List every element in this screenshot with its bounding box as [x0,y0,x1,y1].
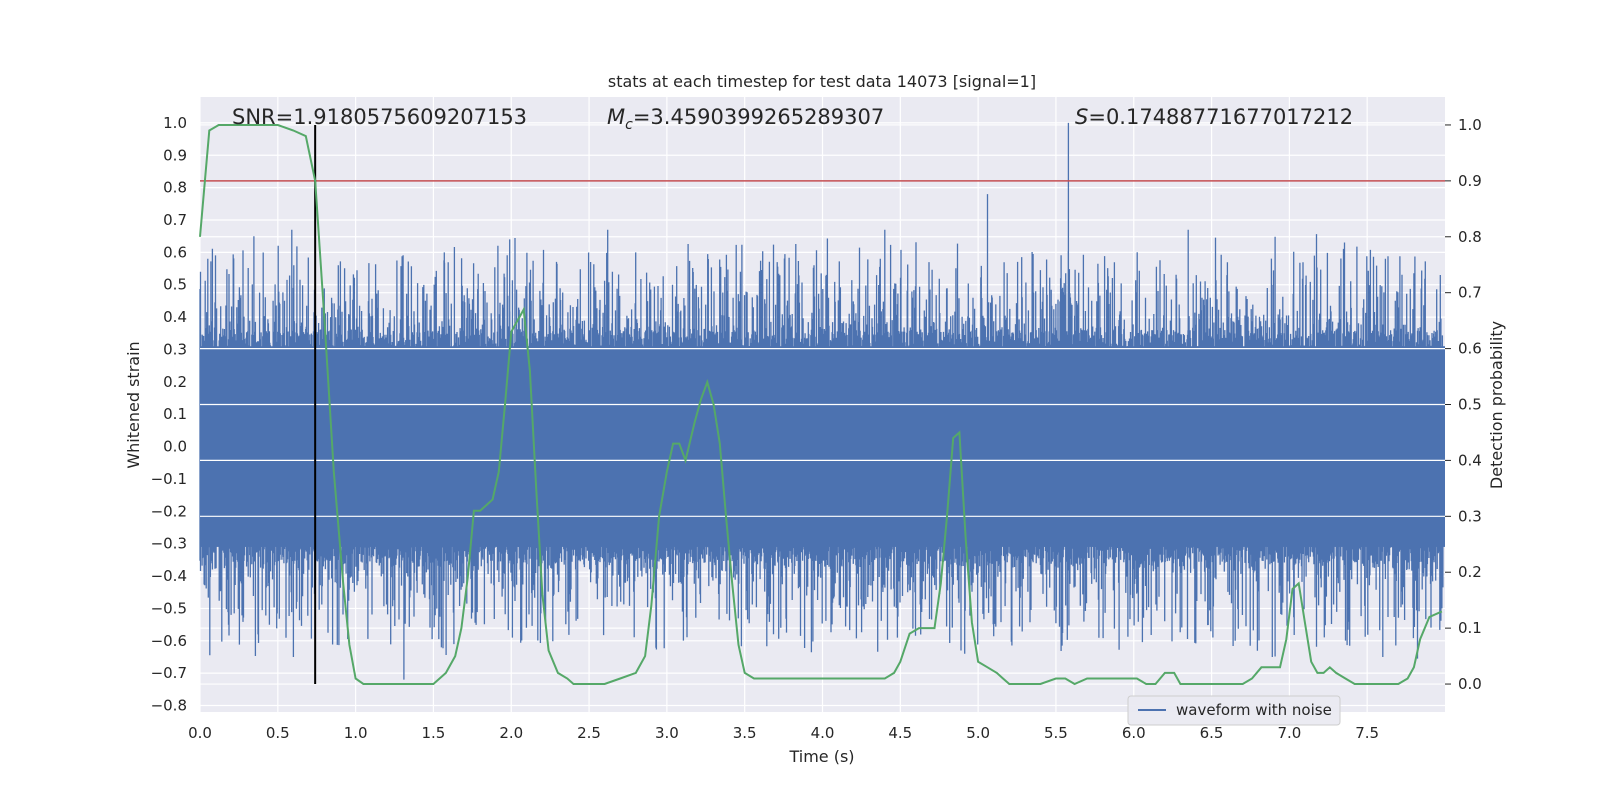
y2-tick-label: 0.0 [1458,675,1482,693]
chart-title: stats at each timestep for test data 140… [608,72,1036,91]
y-tick-label: −0.7 [151,664,187,682]
mc-subscript: c [625,117,633,133]
y-tick-label: 0.7 [163,211,187,229]
mc-symbol: M [607,105,625,129]
y-tick-label: −0.1 [151,470,187,488]
y2-axis-label: Detection probability [1487,321,1506,489]
right-axis-ticks: 1.0 0.9 0.8 0.7 0.6 0.5 0.4 0.3 0.2 0.1 0.0 [1445,116,1482,693]
x-tick-label: 6.5 [1200,724,1224,742]
legend-box [1127,695,1341,726]
y-tick-label: −0.8 [151,697,187,715]
x-axis-label: Time (s) [788,747,854,766]
y-tick-label: −0.2 [151,502,187,520]
y-tick-label: −0.3 [151,535,187,553]
y2-tick-label: 0.1 [1458,619,1482,637]
y-tick-label: 0.6 [163,243,187,261]
y-tick-label: 0.5 [163,276,187,294]
legend: waveform with noise [1127,695,1341,726]
x-tick-label: 2.5 [577,724,601,742]
y-tick-label: 0.3 [163,340,187,358]
y-tick-label: −0.6 [151,632,187,650]
y2-tick-label: 0.4 [1458,451,1482,469]
x-tick-label: 2.0 [499,724,523,742]
y2-tick-label: 0.9 [1458,172,1482,190]
y-tick-label: −0.4 [151,567,187,585]
mc-value: =3.4590399265289307 [633,105,884,129]
x-tick-label: 4.0 [811,724,835,742]
y2-tick-label: 0.2 [1458,563,1482,581]
x-tick-label: 5.0 [966,724,990,742]
s-value: =0.17488771677017212 [1088,105,1353,129]
y2-tick-label: 0.5 [1458,396,1482,414]
y-tick-label: −0.5 [151,599,187,617]
waveform-dense-band [200,346,1445,547]
y-tick-label: 0.4 [163,308,187,326]
snr-annotation: SNR=1.9180575609207153 [232,105,527,129]
mc-annotation: Mc=3.4590399265289307 [607,105,884,133]
y-tick-label: 0.0 [163,438,187,456]
x-tick-label: 6.0 [1122,724,1146,742]
s-annotation: S=0.17488771677017212 [1075,105,1353,129]
x-tick-label: 5.5 [1044,724,1068,742]
y-tick-label: 1.0 [163,114,187,132]
x-tick-label: 7.5 [1355,724,1379,742]
x-tick-label: 0.0 [188,724,212,742]
y-tick-label: 0.2 [163,373,187,391]
y2-tick-label: 0.6 [1458,340,1482,358]
x-tick-label: 7.0 [1277,724,1301,742]
left-axis-ticks: 1.0 0.9 0.8 0.7 0.6 0.5 0.4 0.3 0.2 0.1 0.0 −0.1 −0.… [151,114,187,715]
waveform-series [199,122,1445,680]
probability-series-line [199,124,1443,686]
y2-tick-label: 0.8 [1458,228,1482,246]
y2-tick-label: 0.3 [1458,507,1482,525]
x-tick-label: 4.5 [888,724,912,742]
x-axis-ticks: 0.0 0.5 1.0 1.5 2.0 2.5 3.0 3.5 4.0 4.5 5.0 5.5 6.0 6… [188,724,1379,742]
x-tick-label: 0.5 [266,724,290,742]
x-tick-label: 3.0 [655,724,679,742]
y-tick-label: 0.1 [163,405,187,423]
y2-tick-label: 1.0 [1458,116,1482,134]
y-tick-label: 0.9 [163,146,187,164]
y-tick-label: 0.8 [163,179,187,197]
x-tick-label: 3.5 [733,724,757,742]
x-tick-label: 1.5 [422,724,446,742]
s-symbol: S [1075,105,1088,129]
y2-tick-label: 0.7 [1458,284,1482,302]
legend-label-waveform: waveform with noise [1176,701,1332,719]
y-axis-label: Whitened strain [124,341,143,468]
x-tick-label: 1.0 [344,724,368,742]
